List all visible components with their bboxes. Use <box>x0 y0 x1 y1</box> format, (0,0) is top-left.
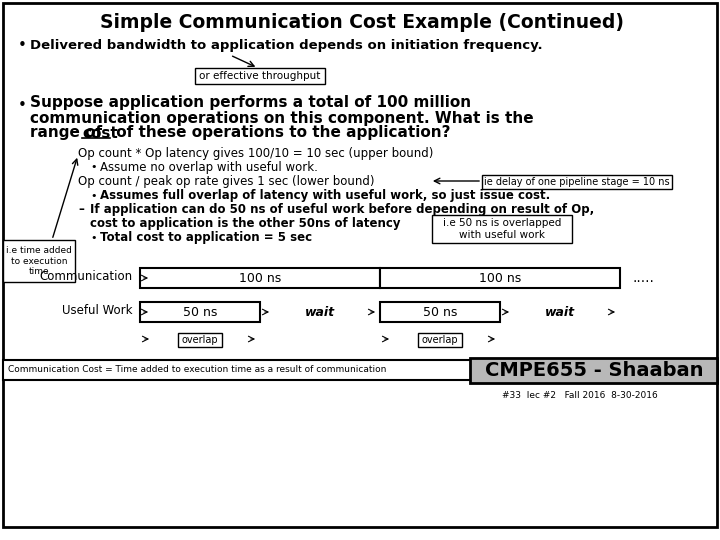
Text: communication operations on this component. What is the: communication operations on this compone… <box>30 111 534 125</box>
Text: Suppose application performs a total of 100 million: Suppose application performs a total of … <box>30 96 471 111</box>
Text: of these operations to the application?: of these operations to the application? <box>111 125 451 140</box>
Text: i.e 50 ns is overlapped
with useful work: i.e 50 ns is overlapped with useful work <box>443 218 561 240</box>
Text: Op count * Op latency gives 100/10 = 10 sec (upper bound): Op count * Op latency gives 100/10 = 10 … <box>78 147 433 160</box>
Bar <box>140 302 260 322</box>
Text: Useful Work: Useful Work <box>63 305 133 318</box>
Text: •: • <box>18 98 27 112</box>
Text: cost: cost <box>82 125 118 140</box>
Text: Assume no overlap with useful work.: Assume no overlap with useful work. <box>100 160 318 173</box>
Bar <box>482 175 672 189</box>
Bar <box>3 360 717 380</box>
Text: wait: wait <box>545 306 575 319</box>
Text: range of: range of <box>30 125 107 140</box>
Text: •: • <box>90 233 96 243</box>
Bar <box>380 268 620 288</box>
Text: •: • <box>90 191 96 201</box>
Text: ie delay of one pipeline stage = 10 ns: ie delay of one pipeline stage = 10 ns <box>484 177 670 187</box>
Text: 50 ns: 50 ns <box>423 306 457 319</box>
Text: wait: wait <box>305 306 335 319</box>
Text: Total cost to application = 5 sec: Total cost to application = 5 sec <box>100 232 312 245</box>
Text: CMPE655 - Shaaban: CMPE655 - Shaaban <box>485 361 703 380</box>
Bar <box>418 333 462 347</box>
Text: .....: ..... <box>632 271 654 285</box>
Text: or effective throughput: or effective throughput <box>199 71 320 81</box>
Bar <box>178 333 222 347</box>
Bar <box>140 268 380 288</box>
Text: cost to application is the other 50ns of latency: cost to application is the other 50ns of… <box>90 217 400 230</box>
Text: 100 ns: 100 ns <box>479 272 521 285</box>
Text: overlap: overlap <box>422 335 459 345</box>
Text: –: – <box>78 204 84 217</box>
Text: Op count / peak op rate gives 1 sec (lower bound): Op count / peak op rate gives 1 sec (low… <box>78 174 374 187</box>
Bar <box>470 358 717 383</box>
Text: 100 ns: 100 ns <box>239 272 281 285</box>
Text: Delivered bandwidth to application depends on initiation frequency.: Delivered bandwidth to application depen… <box>30 38 543 51</box>
Text: Assumes full overlap of latency with useful work, so just issue cost.: Assumes full overlap of latency with use… <box>100 190 550 202</box>
Bar <box>195 68 325 84</box>
Bar <box>3 240 75 282</box>
Text: overlap: overlap <box>181 335 218 345</box>
Bar <box>380 302 500 322</box>
Text: Communication Cost = Time added to execution time as a result of communication: Communication Cost = Time added to execu… <box>8 366 387 375</box>
Bar <box>432 215 572 243</box>
Text: i.e time added
to execution
time: i.e time added to execution time <box>6 246 72 276</box>
Text: •: • <box>18 37 27 52</box>
Text: If application can do 50 ns of useful work before depending on result of Op,: If application can do 50 ns of useful wo… <box>90 204 594 217</box>
Text: #33  lec #2   Fall 2016  8-30-2016: #33 lec #2 Fall 2016 8-30-2016 <box>502 392 658 401</box>
Text: •: • <box>90 162 96 172</box>
Text: Communication: Communication <box>40 271 133 284</box>
Text: 50 ns: 50 ns <box>183 306 217 319</box>
Text: Simple Communication Cost Example (Continued): Simple Communication Cost Example (Conti… <box>100 12 624 31</box>
